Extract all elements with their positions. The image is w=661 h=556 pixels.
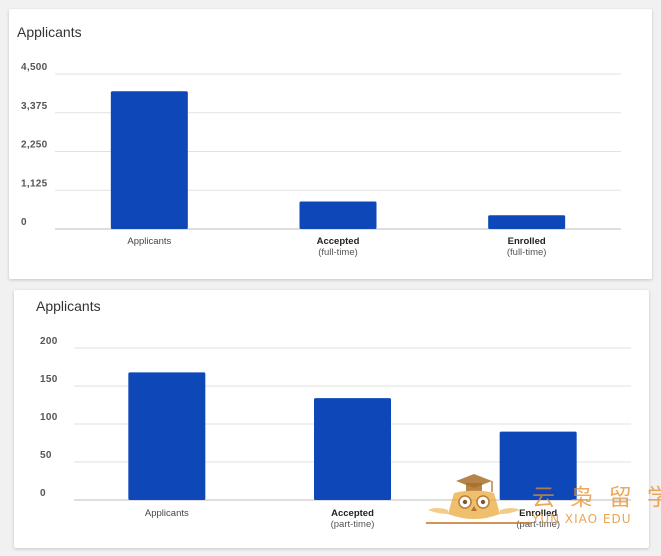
x-category-sublabel: (full-time) xyxy=(507,247,547,258)
bar-accepted xyxy=(314,398,391,500)
graduate-owl-icon xyxy=(426,474,532,524)
watermark-chinese-text: 云 枭 留 学 xyxy=(532,485,661,511)
bar-accepted xyxy=(299,201,377,229)
watermark-logo: 云 枭 留 学 YUN XIAO EDU xyxy=(426,466,661,528)
y-tick-label: 4,500 xyxy=(21,62,48,73)
bar-applicants xyxy=(110,91,188,229)
y-tick-label: 200 xyxy=(40,336,58,347)
y-tick-label: 0 xyxy=(21,217,27,228)
x-category-label: Applicants xyxy=(145,508,189,519)
y-tick-label: 2,250 xyxy=(21,140,48,151)
x-category-label: Accepted xyxy=(331,508,374,519)
x-category-sublabel: (part-time) xyxy=(331,519,375,530)
y-tick-label: 50 xyxy=(40,450,52,461)
x-category-label: Accepted xyxy=(317,236,360,247)
y-tick-label: 150 xyxy=(40,374,58,385)
y-tick-label: 0 xyxy=(40,488,46,499)
x-category-label: Enrolled xyxy=(519,508,557,519)
watermark-english-text: YUN XIAO EDU xyxy=(532,512,632,526)
x-category-sublabel: (full-time) xyxy=(318,247,358,258)
chart-card-part-time: Applicants 0 50 100 150 200 Applicants Accepte… xyxy=(14,290,649,548)
bar-applicants xyxy=(128,372,206,500)
chart-title: Applicants xyxy=(17,24,82,40)
bar-enrolled xyxy=(488,215,566,229)
y-tick-label: 3,375 xyxy=(21,101,48,112)
x-category-label: Enrolled xyxy=(508,236,546,247)
chart-title: Applicants xyxy=(36,298,101,314)
y-tick-label: 1,125 xyxy=(21,178,48,189)
bar-enrolled xyxy=(499,431,577,500)
chart-card-full-time: Applicants 0 1,125 2,250 3,375 4,500 Applican… xyxy=(9,9,652,279)
x-category-sublabel: (part-time) xyxy=(516,519,560,530)
y-tick-label: 100 xyxy=(40,412,58,423)
x-category-label: Applicants xyxy=(127,236,171,247)
